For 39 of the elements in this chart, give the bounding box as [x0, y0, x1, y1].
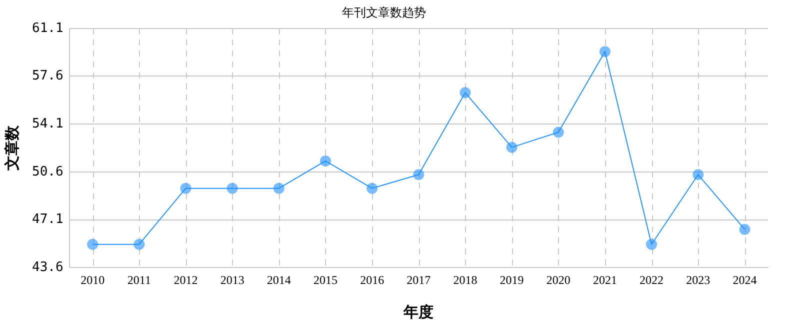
y-tick-label: 54.1	[32, 116, 64, 132]
point	[134, 238, 145, 250]
y-tick-label: 47.1	[32, 212, 64, 228]
x-tick-label: 2013	[220, 272, 244, 287]
x-tick-label: 2014	[266, 272, 291, 287]
point	[413, 169, 424, 180]
y-tick-label: 43.6	[32, 260, 64, 275]
x-tick-label: 2012	[174, 272, 198, 287]
x-tick-label: 2011	[127, 272, 151, 287]
point	[599, 46, 610, 58]
point	[506, 142, 518, 153]
point	[180, 182, 192, 194]
x-tick-label: 2019	[500, 272, 524, 287]
point	[460, 87, 471, 98]
x-tick-label: 2017	[406, 272, 431, 287]
point	[366, 182, 378, 194]
x-tick-label: 2024	[732, 272, 757, 287]
x-axis-title: 年度	[402, 302, 434, 321]
x-tick-label: 2010	[80, 272, 105, 287]
x-tick-label: 2022	[640, 272, 664, 287]
point	[87, 238, 98, 250]
x-tick-label: 2020	[546, 272, 570, 287]
point	[320, 155, 331, 166]
x-tick-label: 2021	[592, 272, 617, 287]
x-tick-label: 2023	[686, 272, 710, 287]
point	[552, 126, 564, 138]
y-axis-title: 文章数	[2, 124, 21, 172]
chart-title: 年刊文章数趋势	[342, 5, 426, 20]
point	[226, 182, 238, 194]
point	[692, 169, 704, 180]
y-tick-label: 61.1	[32, 20, 64, 36]
y-tick-label: 57.6	[32, 68, 64, 84]
point	[273, 182, 284, 194]
x-tick-label: 2016	[360, 272, 384, 287]
point	[739, 224, 750, 235]
x-tick-label: 2018	[453, 272, 478, 287]
point	[646, 238, 658, 250]
y-tick-label: 50.6	[32, 164, 64, 180]
x-tick-label: 2015	[313, 272, 338, 287]
